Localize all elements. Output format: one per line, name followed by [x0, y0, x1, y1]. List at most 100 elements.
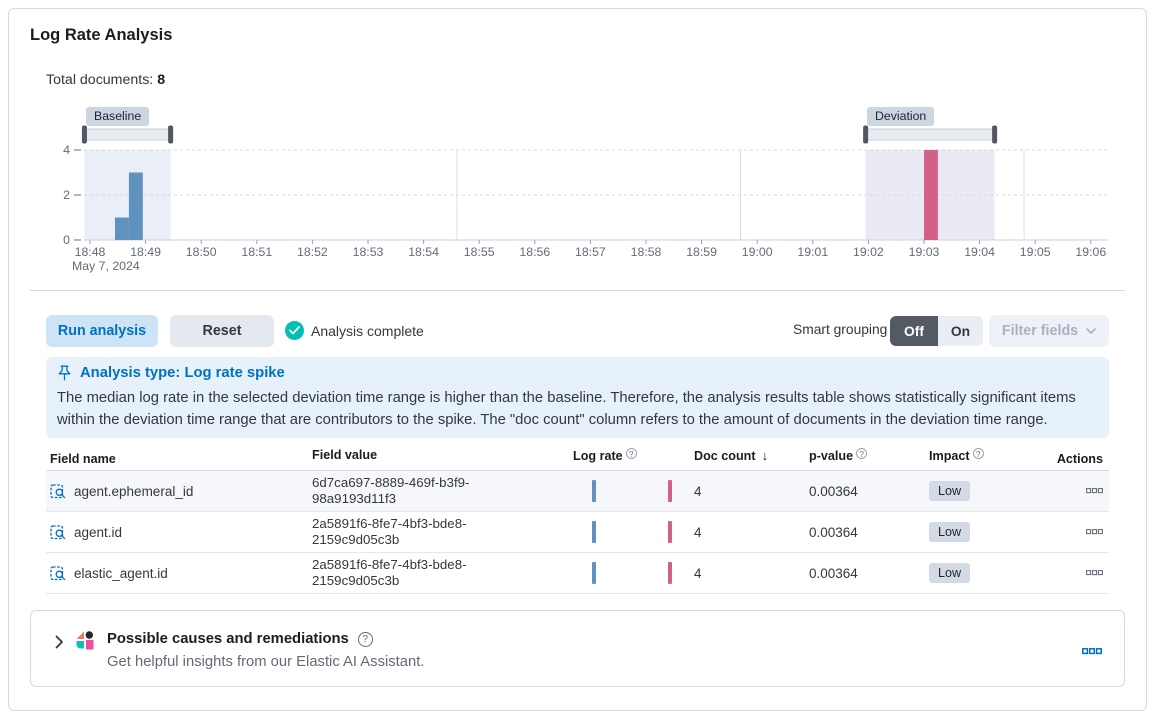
- total-documents-label: Total documents:: [46, 72, 154, 88]
- p-value-header-label: p-value: [809, 449, 854, 463]
- reset-button[interactable]: Reset: [170, 315, 274, 347]
- toggle-off-button[interactable]: Off: [890, 316, 938, 346]
- row-actions-button[interactable]: [1029, 570, 1109, 576]
- baseline-brush[interactable]: [83, 128, 172, 141]
- x-axis-label: 18:48: [75, 245, 106, 259]
- x-axis-label: 18:51: [241, 245, 272, 259]
- run-analysis-button[interactable]: Run analysis: [46, 315, 158, 347]
- field-value: 2a5891f6-8fe7-4bf3-bde8-2159c9d05c3b: [312, 515, 467, 548]
- field-magnifier-icon: [50, 484, 66, 499]
- p-value: 0.00364: [809, 524, 858, 540]
- help-icon[interactable]: ?: [972, 448, 984, 459]
- doc-count-header-label: Doc count: [694, 449, 756, 463]
- field-value: 6d7ca697-8889-469f-b3f9-98a9193d11f3: [312, 474, 470, 507]
- callout-body: The median log rate in the selected devi…: [57, 390, 1076, 428]
- doc-count-chart[interactable]: 0 2 4 18:48 18:49 18:50 18:51 18:52 18:53 18:54 18…: [0, 92, 1155, 282]
- filter-fields-button[interactable]: Filter fields: [989, 315, 1109, 347]
- total-documents: Total documents: 8: [46, 72, 165, 88]
- accordion-actions-button[interactable]: [1082, 643, 1102, 661]
- x-axis-label: 19:06: [1075, 245, 1106, 259]
- row-actions-button[interactable]: [1029, 488, 1109, 494]
- x-axis-label: 18:59: [686, 245, 717, 259]
- table-header-row: Field name Field value Log rate? Doc cou…: [46, 448, 1109, 471]
- status-label: Analysis complete: [311, 322, 424, 339]
- deviation-brush-handle[interactable]: [992, 125, 998, 144]
- help-icon[interactable]: ?: [625, 448, 637, 459]
- boxes-horizontal-icon: [1082, 648, 1102, 655]
- col-header-field-name[interactable]: Field name: [46, 448, 312, 470]
- row-actions-button[interactable]: [1029, 529, 1109, 535]
- field-magnifier-icon: [50, 525, 66, 540]
- section-divider: [30, 290, 1125, 291]
- callout-title: Analysis type: Log rate spike: [80, 365, 285, 381]
- p-value: 0.00364: [809, 565, 858, 581]
- deviation-brush[interactable]: [865, 128, 996, 141]
- deviation-brush-handle[interactable]: [863, 125, 869, 144]
- pin-icon: [58, 365, 71, 381]
- analysis-status: Analysis complete: [285, 321, 424, 340]
- x-axis-label: 18:57: [575, 245, 606, 259]
- doc-count-value: 4: [694, 524, 702, 540]
- impact-badge: Low: [929, 522, 971, 542]
- baseline-badge[interactable]: Baseline: [86, 107, 150, 126]
- col-header-field-value[interactable]: Field value: [312, 448, 566, 470]
- deviation-badge[interactable]: Deviation: [867, 107, 935, 126]
- baseline-brush-handle[interactable]: [168, 125, 174, 144]
- page-title: Log Rate Analysis: [30, 26, 173, 44]
- possible-causes-accordion[interactable]: Possible causes and remediations ? Get h…: [30, 610, 1125, 687]
- total-documents-value: 8: [157, 72, 166, 88]
- y-axis-label: 2: [63, 188, 70, 202]
- x-axis-label: 19:04: [964, 245, 995, 259]
- x-axis-label: 19:02: [853, 245, 884, 259]
- x-axis-label: 18:56: [519, 245, 550, 259]
- baseline-mini-bar: [592, 562, 596, 584]
- field-value: 2a5891f6-8fe7-4bf3-bde8-2159c9d05c3b: [312, 556, 467, 589]
- x-axis-label: 18:49: [130, 245, 161, 259]
- col-header-p-value[interactable]: p-value?: [809, 448, 924, 470]
- deviation-mini-bar: [668, 562, 672, 584]
- x-axis-label: 18:52: [297, 245, 328, 259]
- baseline-doc-count-bar: [128, 172, 143, 240]
- field-name: agent.id: [74, 524, 123, 540]
- boxes-horizontal-icon: [1086, 529, 1103, 535]
- chevron-right-icon[interactable]: [55, 635, 64, 649]
- log-rate-mini-chart: [566, 553, 689, 593]
- deviation-doc-count-bar: [924, 150, 938, 240]
- sort-descending-icon[interactable]: ↓: [761, 448, 769, 463]
- accordion-title-row[interactable]: Possible causes and remediations ?: [107, 631, 373, 647]
- col-header-impact[interactable]: Impact?: [924, 448, 1029, 470]
- help-icon[interactable]: ?: [856, 448, 868, 459]
- x-axis-label: 18:50: [186, 245, 217, 259]
- boxes-horizontal-icon: [1086, 488, 1103, 494]
- doc-count-value: 4: [694, 565, 702, 581]
- col-header-actions: Actions: [1029, 448, 1109, 470]
- table-row[interactable]: elastic_agent.id 2a5891f6-8fe7-4bf3-bde8…: [46, 553, 1109, 594]
- table-row[interactable]: agent.id 2a5891f6-8fe7-4bf3-bde8-2159c9d…: [46, 512, 1109, 553]
- baseline-brush-handle[interactable]: [81, 125, 87, 144]
- elastic-ai-assistant-icon: [76, 631, 94, 650]
- deviation-mini-bar: [668, 521, 672, 543]
- analysis-results-table: Field name Field value Log rate? Doc cou…: [46, 448, 1109, 594]
- x-axis-label: 18:54: [408, 245, 439, 259]
- x-axis-label: 19:00: [742, 245, 773, 259]
- smart-grouping-toggle[interactable]: Off On: [890, 316, 983, 346]
- x-axis-label: 19:05: [1020, 245, 1051, 259]
- x-axis-label: 18:58: [631, 245, 662, 259]
- toggle-on-button[interactable]: On: [938, 316, 983, 346]
- field-name: agent.ephemeral_id: [74, 483, 194, 499]
- actions-header-label: Actions: [1056, 452, 1103, 466]
- log-rate-mini-chart: [566, 512, 689, 552]
- deviation-mini-bar: [668, 480, 672, 502]
- x-axis-date-label: May 7, 2024: [72, 259, 140, 273]
- col-header-log-rate[interactable]: Log rate?: [566, 448, 689, 470]
- col-header-doc-count[interactable]: Doc count ↓: [689, 448, 809, 470]
- table-row[interactable]: agent.ephemeral_id 6d7ca697-8889-469f-b3…: [46, 471, 1109, 512]
- callout-title-row: Analysis type: Log rate spike: [57, 365, 1099, 381]
- x-axis-label: 19:01: [797, 245, 828, 259]
- baseline-mini-bar: [592, 521, 596, 543]
- baseline-mini-bar: [592, 480, 596, 502]
- field-name-header-label: Field name: [50, 452, 116, 466]
- help-icon[interactable]: ?: [357, 631, 373, 647]
- accordion-subtitle: Get helpful insights from our Elastic AI…: [107, 654, 425, 670]
- x-axis-label: 18:55: [464, 245, 495, 259]
